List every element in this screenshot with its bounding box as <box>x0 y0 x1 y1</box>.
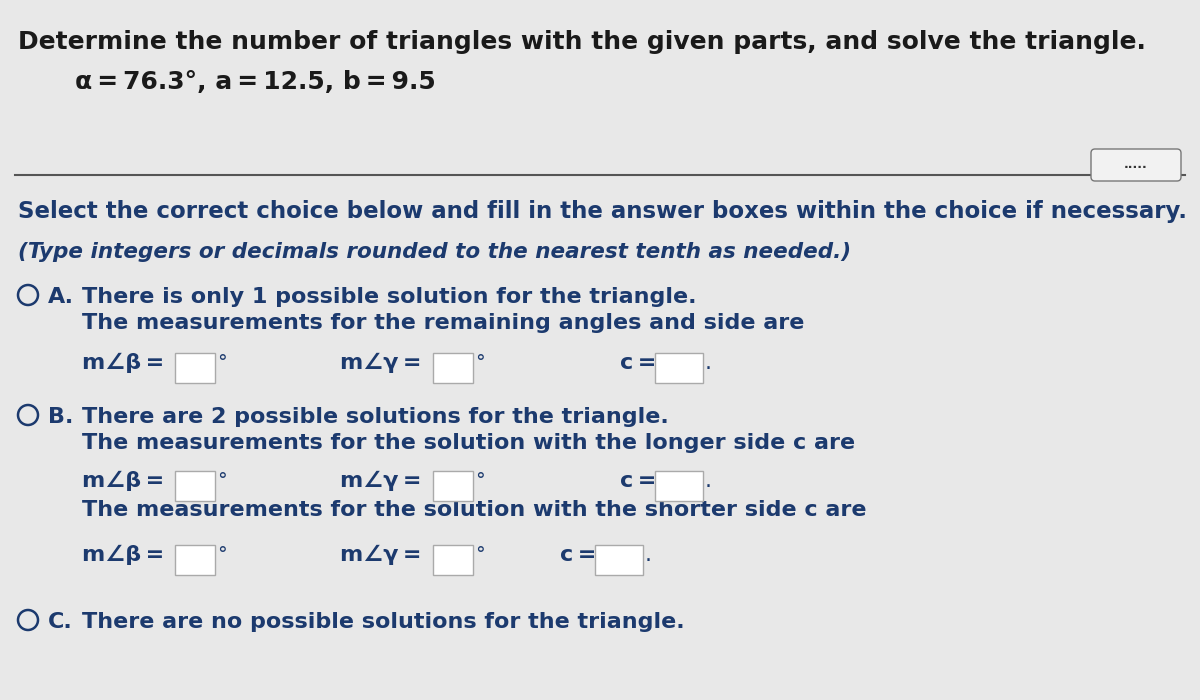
FancyBboxPatch shape <box>433 471 473 501</box>
Text: °: ° <box>217 353 227 372</box>
Text: C.: C. <box>48 612 73 632</box>
Text: There are 2 possible solutions for the triangle.: There are 2 possible solutions for the t… <box>82 407 668 427</box>
Text: °: ° <box>475 353 485 372</box>
FancyBboxPatch shape <box>175 471 215 501</box>
Text: α = 76.3°, a = 12.5, b = 9.5: α = 76.3°, a = 12.5, b = 9.5 <box>74 70 436 94</box>
Text: The measurements for the solution with the shorter side c are: The measurements for the solution with t… <box>82 500 866 520</box>
Text: .: . <box>706 471 712 491</box>
Text: °: ° <box>217 471 227 490</box>
Text: There is only 1 possible solution for the triangle.: There is only 1 possible solution for th… <box>82 287 696 307</box>
Text: m∠γ =: m∠γ = <box>340 353 421 373</box>
FancyBboxPatch shape <box>175 353 215 383</box>
Text: m∠β =: m∠β = <box>82 471 164 491</box>
FancyBboxPatch shape <box>595 545 643 575</box>
Text: Select the correct choice below and fill in the answer boxes within the choice i: Select the correct choice below and fill… <box>18 200 1187 223</box>
Text: .: . <box>646 545 652 565</box>
FancyBboxPatch shape <box>433 353 473 383</box>
Text: m∠β =: m∠β = <box>82 545 164 565</box>
FancyBboxPatch shape <box>1091 149 1181 181</box>
Text: A.: A. <box>48 287 74 307</box>
Text: c =: c = <box>620 353 656 373</box>
FancyBboxPatch shape <box>175 545 215 575</box>
FancyBboxPatch shape <box>655 353 703 383</box>
Text: .: . <box>706 353 712 373</box>
Text: °: ° <box>475 545 485 564</box>
Text: m∠β =: m∠β = <box>82 353 164 373</box>
Text: The measurements for the remaining angles and side are: The measurements for the remaining angle… <box>82 313 804 333</box>
Text: There are no possible solutions for the triangle.: There are no possible solutions for the … <box>82 612 685 632</box>
FancyBboxPatch shape <box>655 471 703 501</box>
Text: .....: ..... <box>1124 158 1148 172</box>
Text: Determine the number of triangles with the given parts, and solve the triangle.: Determine the number of triangles with t… <box>18 30 1146 54</box>
Text: °: ° <box>475 471 485 490</box>
Text: B.: B. <box>48 407 73 427</box>
Text: The measurements for the solution with the longer side c are: The measurements for the solution with t… <box>82 433 856 453</box>
Text: (Type integers or decimals rounded to the nearest tenth as needed.): (Type integers or decimals rounded to th… <box>18 242 851 262</box>
Text: °: ° <box>217 545 227 564</box>
Text: m∠γ =: m∠γ = <box>340 545 421 565</box>
Text: c =: c = <box>620 471 656 491</box>
Text: m∠γ =: m∠γ = <box>340 471 421 491</box>
Text: c =: c = <box>560 545 596 565</box>
FancyBboxPatch shape <box>433 545 473 575</box>
